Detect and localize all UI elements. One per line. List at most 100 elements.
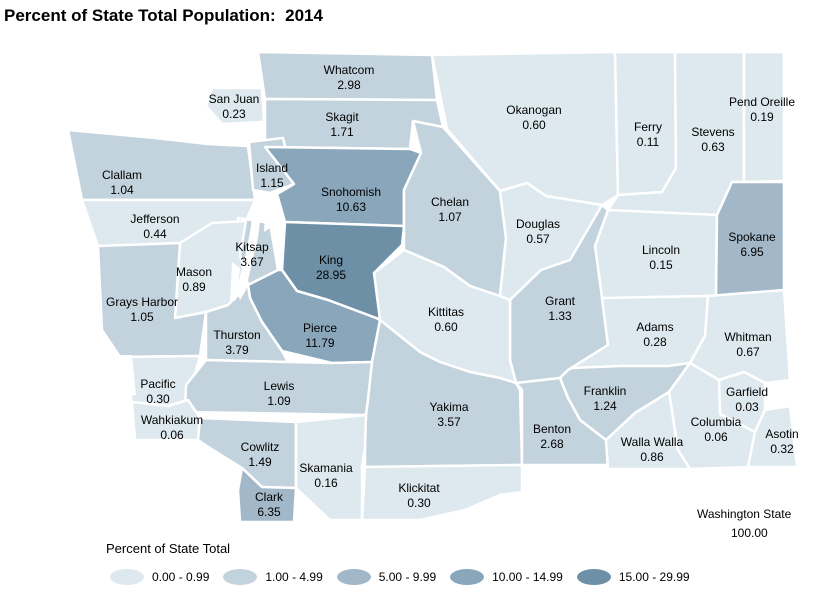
county-label-franklin: Franklin 1.24	[584, 384, 627, 413]
county-value: 0.15	[649, 258, 673, 272]
county-name: Grant	[545, 294, 576, 308]
county-name: Kitsap	[235, 240, 269, 254]
county-name: Klickitat	[398, 481, 440, 495]
legend-label: 10.00 - 14.99	[492, 570, 563, 584]
county-name: Chelan	[431, 195, 469, 209]
county-name: Douglas	[516, 217, 560, 231]
county-label-garfield: Garfield 0.03	[726, 385, 768, 414]
legend-swatch	[110, 569, 144, 585]
water-body	[230, 262, 240, 302]
county-name: Whatcom	[324, 63, 375, 77]
county-label-mason: Mason 0.89	[176, 265, 212, 294]
county-name: Walla Walla	[621, 435, 684, 449]
legend-label: 1.00 - 4.99	[265, 570, 323, 584]
water-body	[120, 355, 136, 396]
legend-label: 5.00 - 9.99	[378, 570, 437, 584]
county-name: Skagit	[325, 110, 359, 124]
legend-label: 15.00 - 29.99	[618, 570, 690, 584]
county-label-whitman: Whitman 0.67	[724, 330, 771, 359]
county-label-jefferson: Jefferson 0.44	[130, 212, 179, 241]
legend-item: 0.00 - 0.99	[110, 569, 209, 585]
county-value: 1.04	[110, 183, 134, 197]
county-value: 0.11	[637, 135, 660, 149]
county-value: 0.23	[222, 107, 246, 121]
county-name: Thurston	[213, 328, 260, 342]
water-body	[236, 198, 262, 300]
county-label-columbia: Columbia 0.06	[691, 415, 742, 444]
county-value: 11.79	[305, 336, 334, 350]
county-value: 0.89	[182, 280, 206, 294]
county-name: King	[319, 253, 343, 267]
county-label-clallam: Clallam 1.04	[102, 168, 142, 197]
county-label-adams: Adams 0.28	[636, 320, 673, 349]
county-name: Snohomish	[321, 185, 381, 199]
county-name: Wahkiakum	[141, 413, 203, 427]
county-name: Benton	[533, 422, 571, 436]
county-value: 1.49	[248, 455, 272, 469]
county-value: 28.95	[316, 268, 346, 282]
county-name: Clallam	[102, 168, 142, 182]
county-walla-walla	[604, 390, 692, 471]
county-value: 6.35	[257, 505, 281, 519]
county-label-pacific: Pacific 0.30	[140, 377, 175, 406]
county-name: Cowlitz	[241, 440, 280, 454]
county-label-walla-walla: Walla Walla 0.86	[621, 435, 684, 464]
county-klickitat	[360, 463, 524, 522]
county-label-klickitat: Klickitat 0.30	[398, 481, 440, 510]
county-label-stevens: Stevens 0.63	[691, 125, 734, 154]
county-name: Pierce	[303, 321, 337, 335]
county-thurston	[204, 283, 290, 364]
county-label-douglas: Douglas 0.57	[516, 217, 560, 246]
water-body	[264, 198, 272, 232]
county-name: Adams	[636, 320, 673, 334]
county-value: 0.86	[640, 450, 664, 464]
county-name: Pacific	[140, 377, 175, 391]
county-label-asotin: Asotin 0.32	[765, 427, 798, 456]
legend-title: Percent of State Total	[106, 541, 231, 556]
county-value: 1.24	[593, 399, 617, 413]
legend-swatch	[450, 569, 485, 585]
county-name: Mason	[176, 265, 212, 279]
county-value: 3.67	[240, 255, 264, 269]
county-value: 0.67	[736, 345, 760, 359]
county-name: Franklin	[584, 384, 627, 398]
county-label-okanogan: Okanogan 0.60	[506, 103, 561, 132]
legend-swatch	[223, 569, 258, 585]
county-label-island: Island 1.15	[256, 161, 288, 190]
legend-item: 1.00 - 4.99	[223, 569, 323, 585]
legend-item: 5.00 - 9.99	[336, 569, 437, 585]
county-value: 1.05	[130, 310, 154, 324]
county-name: Asotin	[765, 427, 798, 441]
legend-item: 10.00 - 14.99	[450, 569, 563, 585]
county-value: 2.68	[540, 437, 564, 451]
legend-label: 0.00 - 0.99	[152, 570, 210, 584]
county-value: 0.32	[770, 442, 794, 456]
county-name: Jefferson	[130, 212, 179, 226]
county-label-lincoln: Lincoln 0.15	[642, 243, 680, 272]
county-clark	[236, 466, 298, 524]
county-label-kitsap: Kitsap 3.67	[235, 240, 269, 269]
county-name: San Juan	[209, 92, 260, 106]
county-label-chelan: Chelan 1.07	[431, 195, 469, 224]
county-name: Columbia	[691, 415, 742, 429]
county-label-whatcom: Whatcom 2.98	[324, 63, 375, 92]
county-label-cowlitz: Cowlitz 1.49	[241, 440, 280, 469]
county-value: 1.71	[330, 125, 354, 139]
county-label-skamania: Skamania 0.16	[299, 461, 353, 490]
county-value: 3.79	[225, 343, 249, 357]
county-name: Kittitas	[428, 305, 464, 319]
county-clallam	[66, 128, 257, 202]
county-value: 1.07	[438, 210, 462, 224]
county-value: 6.95	[740, 245, 764, 259]
county-value: 1.33	[548, 309, 572, 323]
county-value: 0.30	[146, 392, 170, 406]
state-total-value: 100.00	[731, 526, 768, 540]
map-title: Percent of State Total Population: 2014	[4, 6, 323, 25]
county-name: Pend Oreille	[729, 95, 795, 109]
county-name: Garfield	[726, 385, 768, 399]
county-label-pend-oreille: Pend Oreille 0.19	[729, 95, 795, 124]
county-skamania	[294, 413, 368, 522]
county-label-san-juan: San Juan 0.23	[209, 92, 260, 121]
county-asotin	[746, 404, 799, 469]
